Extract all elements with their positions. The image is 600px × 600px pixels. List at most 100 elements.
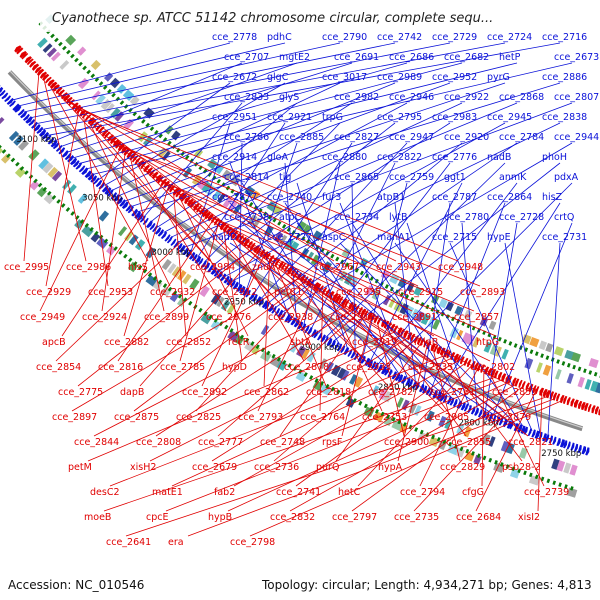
- gene-feature: [461, 332, 471, 344]
- gene-label-reverse: cce_2897: [52, 412, 97, 423]
- minor-tick: [141, 119, 146, 124]
- gene-feature: [297, 220, 307, 232]
- minor-tick: [335, 256, 340, 262]
- gene-feature: [14, 166, 26, 178]
- leader-line-forward: [225, 122, 506, 277]
- gene-feature: [470, 406, 476, 415]
- gene-feature: [488, 320, 497, 331]
- minor-tick: [158, 133, 163, 139]
- leader-line-forward: [35, 42, 451, 125]
- label-leader-lines: [11, 42, 573, 537]
- gene-feature: [47, 137, 55, 145]
- gene-label-forward: cce_2814: [224, 172, 269, 183]
- gene-feature: [98, 210, 110, 222]
- minor-tick: [0, 144, 2, 149]
- leader-line-reverse: [489, 374, 545, 487]
- gene-label-forward: cce_2716: [542, 32, 587, 43]
- gene-label-reverse: cce_2891: [392, 312, 437, 323]
- minor-tick: [60, 203, 66, 208]
- gene-label-reverse: moeB: [84, 512, 111, 523]
- gene-feature: [245, 289, 251, 298]
- gene-feature: [538, 340, 547, 351]
- gene-feature: [364, 285, 374, 297]
- gene-label-forward: glgC: [267, 72, 289, 83]
- gene-label-forward: cce_2724: [487, 32, 532, 43]
- minor-tick: [572, 364, 576, 370]
- minor-tick: [476, 453, 481, 459]
- gene-label-forward: fur3: [322, 192, 341, 203]
- leader-line-reverse: [195, 208, 435, 337]
- minor-tick: [47, 190, 52, 196]
- gene-feature: [563, 440, 568, 449]
- minor-tick: [78, 61, 83, 67]
- minor-tick: [234, 192, 240, 197]
- leader-line-reverse: [481, 371, 485, 487]
- gene-feature: [20, 111, 28, 119]
- gene-feature: [416, 336, 423, 345]
- gene-feature: [532, 385, 537, 394]
- gene-feature: [563, 462, 572, 474]
- scale-label: 3050 kbp: [82, 194, 122, 204]
- minor-tick: [24, 170, 29, 175]
- minor-tick: [162, 283, 168, 288]
- gene-feature: [59, 60, 70, 70]
- gene-feature: [502, 418, 508, 428]
- gene-feature: [255, 296, 262, 305]
- leader-line-reverse: [257, 288, 318, 412]
- gene-label-reverse: cce_2986: [66, 262, 111, 273]
- gene-label-reverse: cpcE: [146, 512, 168, 523]
- gene-feature: [334, 341, 340, 350]
- gene-feature: [420, 313, 431, 326]
- gene-feature: [397, 278, 407, 289]
- minor-tick: [349, 265, 355, 270]
- gene-label-reverse: petM: [68, 462, 92, 473]
- gene-feature: [460, 402, 466, 411]
- gene-feature: [536, 362, 543, 373]
- gene-feature: [126, 150, 134, 159]
- gene-feature: [81, 225, 94, 238]
- gene-feature: [21, 52, 29, 60]
- gene-feature: [65, 34, 77, 46]
- gene-feature: [525, 382, 530, 391]
- gene-label-forward: cce_2786: [224, 132, 269, 143]
- gene-feature: [286, 315, 293, 324]
- gene-feature: [110, 107, 121, 119]
- gene-feature: [542, 433, 547, 442]
- gene-feature: [232, 281, 239, 290]
- minor-tick: [58, 41, 63, 47]
- minor-tick: [561, 361, 566, 366]
- minor-tick: [244, 198, 249, 204]
- minor-tick: [556, 359, 560, 364]
- leader-line-reverse: [439, 352, 523, 462]
- gene-feature: [410, 308, 419, 320]
- gene-label-reverse: apcB: [42, 337, 66, 348]
- gene-label-reverse: cce_2995: [4, 262, 49, 273]
- gene-feature: [349, 374, 358, 385]
- minor-tick: [358, 400, 363, 406]
- leader-line-forward: [339, 242, 517, 426]
- gene-feature: [492, 414, 497, 423]
- gene-label-reverse: purQ: [316, 462, 339, 473]
- gene-feature: [77, 193, 88, 204]
- leader-line-forward: [547, 242, 561, 437]
- leader-line-forward: [351, 182, 356, 354]
- gene-label-reverse: psb28-2: [502, 462, 541, 473]
- gene-label-reverse: hisS: [128, 262, 148, 273]
- minor-tick: [391, 416, 396, 422]
- leader-line-reverse: [23, 73, 40, 262]
- gene-feature: [187, 198, 194, 207]
- gene-feature: [484, 412, 490, 421]
- gene-label-reverse: cfgG: [462, 487, 484, 498]
- gene-feature: [258, 297, 265, 306]
- minor-tick: [66, 49, 71, 55]
- leader-line-forward: [123, 82, 451, 202]
- gene-label-forward: cce_2729: [432, 32, 477, 43]
- leader-line-reverse: [133, 281, 306, 412]
- gene-label-reverse: cce_2793: [238, 412, 283, 423]
- gene-feature: [38, 129, 47, 137]
- gene-feature: [330, 364, 341, 377]
- gene-feature: [527, 428, 532, 437]
- gene-feature: [549, 391, 555, 400]
- minor-tick: [54, 37, 59, 43]
